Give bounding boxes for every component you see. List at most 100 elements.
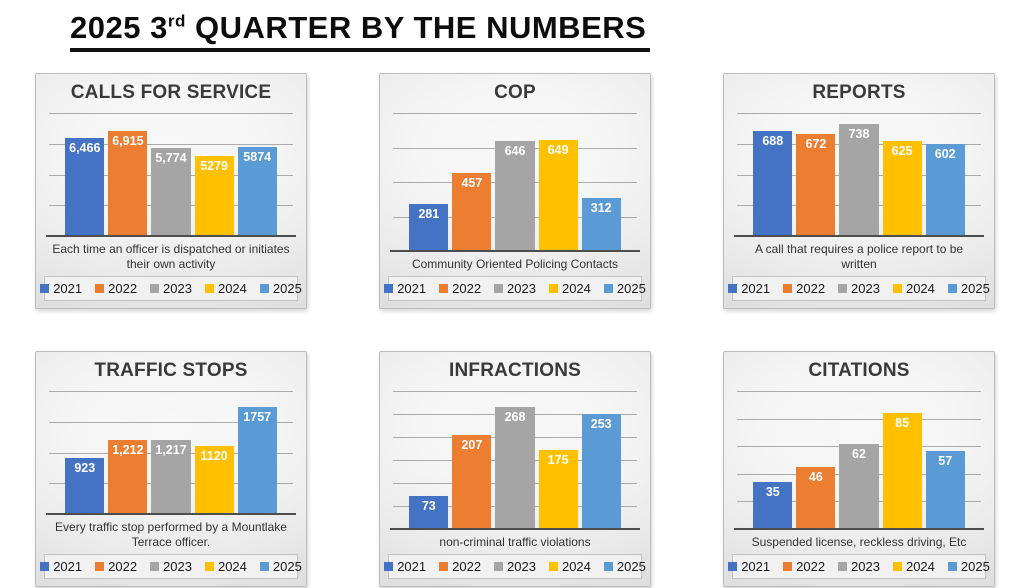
legend-year-label: 2022 (108, 559, 138, 574)
legend-year-label: 2022 (452, 281, 482, 296)
bar-2023: 646 (495, 140, 535, 252)
legend-item-2024: 2024 (892, 559, 935, 574)
bar-value-label: 46 (808, 469, 823, 484)
chart-panel-traffic-stops: TRAFFIC STOPS 923 1,212 1,217 1120 1757 Ever… (35, 351, 307, 587)
gridline (49, 113, 293, 114)
legend-year-label: 2022 (796, 281, 826, 296)
legend-swatch-icon (728, 284, 738, 293)
gridline (393, 391, 637, 392)
bar-group: 923 1,212 1,217 1120 1757 (65, 392, 277, 515)
legend-year-label: 2024 (217, 559, 247, 574)
legend-swatch-icon (384, 284, 394, 293)
charts-grid: CALLS FOR SERVICE 6,466 6,915 5,774 5279 587… (35, 73, 1024, 587)
legend-swatch-icon (838, 284, 848, 293)
gridline (737, 391, 981, 392)
bar-value-label: 253 (590, 416, 612, 431)
page-title: 2025 3rd QUARTER BY THE NUMBERS (70, 10, 651, 52)
legend-item-2024: 2024 (204, 281, 247, 296)
legend-year-label: 2024 (561, 559, 591, 574)
legend-item-2025: 2025 (259, 559, 302, 574)
bar-2022: 457 (452, 173, 492, 252)
bar-2025: 253 (581, 413, 621, 530)
bar-chart-plot-area: 688 672 738 625 602 (734, 113, 984, 237)
bar-value-label: 5874 (243, 149, 272, 164)
chart-legend: 2021 2022 2023 2024 2025 (384, 276, 646, 301)
gridline (49, 143, 293, 145)
bar-value-label: 207 (461, 437, 483, 452)
chart-title: TRAFFIC STOPS (94, 360, 248, 381)
chart-title: CITATIONS (808, 360, 910, 381)
chart-legend: 2021 2022 2023 2024 2025 (728, 554, 990, 579)
legend-swatch-icon (95, 562, 105, 571)
bar-2022: 207 (452, 434, 492, 530)
legend-item-2025: 2025 (259, 281, 302, 296)
bar-2022: 6,915 (108, 130, 148, 237)
chart-panel-infractions: INFRACTIONS 73 207 268 175 253 non-criminal … (379, 351, 651, 587)
bar-2023: 62 (839, 444, 879, 530)
chart-legend: 2021 2022 2023 2024 2025 (384, 554, 646, 579)
chart-panel-citations: CITATIONS 35 46 62 85 57 Suspended license, … (723, 351, 995, 587)
bar-2024: 175 (538, 449, 578, 530)
chart-caption: A call that requires a police report to … (754, 242, 964, 271)
page-header: 2025 3rd QUARTER BY THE NUMBERS (70, 10, 1024, 52)
legend-year-label: 2025 (616, 559, 646, 574)
legend-item-2024: 2024 (548, 281, 591, 296)
bar-value-label: 1757 (243, 409, 272, 424)
legend-year-label: 2022 (796, 559, 826, 574)
legend-swatch-icon (204, 562, 214, 571)
chart-panel-reports: REPORTS 688 672 738 625 602 A call that requ… (723, 73, 995, 309)
legend-swatch-icon (95, 284, 105, 293)
legend-swatch-icon (947, 284, 957, 293)
legend-year-label: 2025 (960, 281, 990, 296)
gridline (49, 391, 293, 392)
legend-item-2024: 2024 (892, 281, 935, 296)
bar-value-label: 62 (852, 447, 866, 462)
legend-item-2023: 2023 (494, 281, 536, 296)
chart-caption: non-criminal traffic violations (439, 535, 591, 549)
x-axis-line (46, 513, 296, 515)
legend-swatch-icon (947, 562, 957, 571)
legend-item-2021: 2021 (384, 281, 426, 296)
bar-2024: 85 (882, 412, 922, 530)
bar-value-label: 602 (934, 147, 956, 162)
x-axis-line (734, 528, 984, 530)
chart-caption: Each time an officer is dispatched or in… (52, 242, 290, 271)
legend-item-2022: 2022 (95, 281, 137, 296)
legend-item-2024: 2024 (548, 559, 591, 574)
legend-year-label: 2025 (960, 559, 990, 574)
chart-legend: 2021 2022 2023 2024 2025 (40, 276, 302, 301)
bar-2025: 5874 (237, 146, 277, 237)
legend-item-2021: 2021 (384, 559, 426, 574)
bar-value-label: 85 (895, 415, 910, 430)
bar-2021: 688 (753, 131, 793, 237)
bar-value-label: 1,212 (112, 443, 144, 458)
legend-item-2022: 2022 (439, 281, 481, 296)
legend-swatch-icon (150, 284, 160, 293)
legend-swatch-icon (494, 284, 504, 293)
legend-swatch-icon (150, 562, 160, 571)
chart-legend: 2021 2022 2023 2024 2025 (40, 554, 302, 579)
legend-year-label: 2023 (851, 559, 880, 574)
legend-item-2024: 2024 (204, 559, 247, 574)
legend-swatch-icon (548, 562, 558, 571)
chart-caption: Community Oriented Policing Contacts (411, 257, 619, 271)
bar-2021: 6,466 (65, 137, 105, 237)
bar-value-label: 35 (765, 484, 780, 499)
x-axis-line (390, 250, 640, 252)
page-title-suffix: QUARTER BY THE NUMBERS (185, 10, 647, 45)
chart-title: COP (494, 82, 536, 103)
legend-year-label: 2023 (851, 281, 880, 296)
bar-value-label: 5,774 (155, 151, 187, 166)
legend-year-label: 2024 (905, 559, 935, 574)
bar-value-label: 923 (74, 461, 96, 476)
bar-2021: 73 (409, 496, 449, 530)
chart-panel-cop: COP 281 457 646 649 312 Community Oriented P… (379, 73, 651, 309)
bar-2025: 312 (581, 198, 621, 252)
bar-value-label: 1,217 (155, 443, 187, 458)
bar-value-label: 6,915 (112, 133, 144, 148)
legend-year-label: 2024 (905, 281, 935, 296)
bar-value-label: 457 (461, 176, 483, 191)
legend-item-2021: 2021 (728, 559, 770, 574)
bar-chart-plot-area: 923 1,212 1,217 1120 1757 (46, 391, 296, 515)
gridline (393, 113, 637, 114)
